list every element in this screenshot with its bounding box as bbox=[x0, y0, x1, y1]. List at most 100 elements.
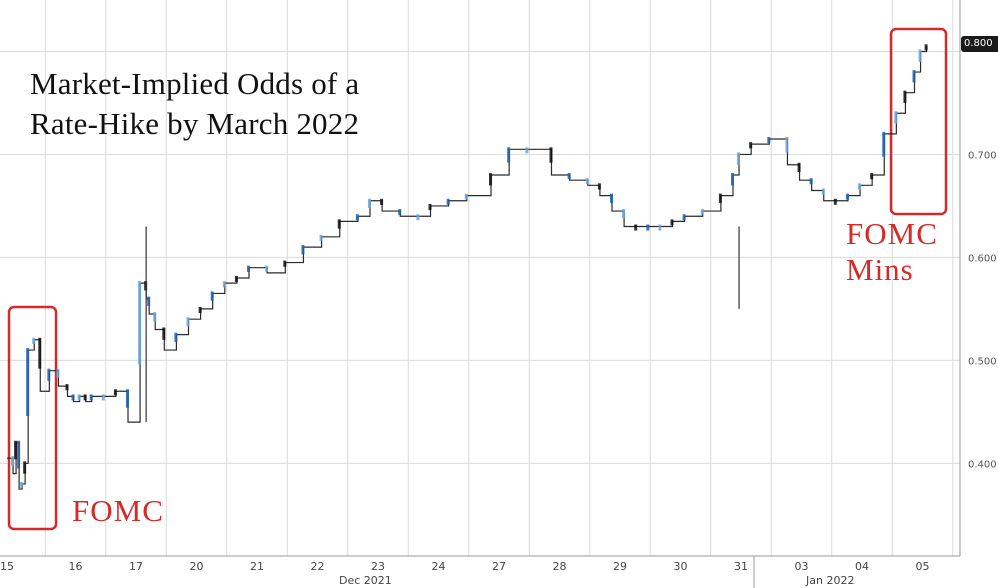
series-point bbox=[11, 456, 15, 466]
series-point bbox=[737, 152, 741, 165]
chart-title: Market-Implied Odds of a Rate-Hike by Ma… bbox=[30, 64, 450, 144]
series-point bbox=[265, 265, 269, 272]
series-point bbox=[222, 281, 226, 288]
series-point bbox=[83, 394, 87, 401]
x-tick-label: 05 bbox=[916, 560, 930, 573]
series-point bbox=[38, 337, 42, 369]
series-point bbox=[26, 348, 30, 417]
annotation-box bbox=[7, 305, 58, 531]
annotation-fomc-mins-line-2: Mins bbox=[846, 252, 914, 287]
series-point bbox=[174, 332, 178, 342]
series-point bbox=[446, 198, 450, 205]
series-point bbox=[821, 188, 825, 195]
series-line bbox=[7, 46, 928, 490]
series-point bbox=[301, 245, 305, 255]
series-point bbox=[622, 209, 626, 219]
y-tick-label: 0.600 bbox=[968, 253, 997, 264]
series-point bbox=[65, 384, 69, 391]
chart-title-line-2: Rate-Hike by March 2022 bbox=[30, 106, 360, 141]
series-point bbox=[833, 198, 837, 205]
series-point bbox=[903, 90, 907, 104]
series-point bbox=[380, 198, 384, 205]
x-tick-label: 29 bbox=[613, 560, 627, 573]
series-point bbox=[718, 193, 722, 203]
last-value-badge: 0.800 bbox=[961, 36, 998, 52]
series-point bbox=[809, 178, 813, 185]
series-point bbox=[464, 193, 468, 200]
series-point bbox=[634, 224, 638, 231]
series-point bbox=[700, 209, 704, 216]
annotation-boxes bbox=[7, 27, 948, 531]
annotation-fomc-mins-line-1: FOMC bbox=[846, 216, 938, 251]
x-tick-label: 28 bbox=[553, 560, 567, 573]
annotation-fomc-label: FOMC bbox=[72, 493, 164, 528]
series-point bbox=[162, 327, 166, 340]
x-tick-label: 22 bbox=[311, 560, 325, 573]
x-tick-label: 17 bbox=[129, 560, 143, 573]
series-point bbox=[319, 234, 323, 241]
series-point bbox=[912, 70, 916, 83]
series-point bbox=[234, 276, 238, 282]
series-point bbox=[89, 394, 93, 401]
series-point bbox=[785, 137, 789, 153]
series-point bbox=[337, 219, 341, 229]
series-point bbox=[489, 173, 492, 186]
x-tick-label: 15 bbox=[0, 560, 14, 573]
series-point bbox=[47, 368, 51, 382]
series-point bbox=[549, 147, 553, 163]
series-point bbox=[567, 173, 571, 180]
series-point bbox=[658, 224, 662, 231]
x-tick-label: 03 bbox=[795, 560, 809, 573]
series-point bbox=[882, 131, 886, 157]
series-point bbox=[585, 178, 589, 185]
series-point bbox=[398, 209, 402, 216]
x-group-label: Dec 2021 bbox=[339, 574, 392, 587]
x-tick-label: 31 bbox=[734, 560, 748, 573]
x-tick-label: 30 bbox=[674, 560, 688, 573]
series-point bbox=[682, 214, 686, 221]
x-tick-label: 24 bbox=[432, 560, 446, 573]
series-point bbox=[731, 173, 734, 186]
series-point bbox=[77, 394, 81, 401]
series-point bbox=[646, 224, 650, 231]
series-point bbox=[918, 49, 922, 62]
x-tick-label: 16 bbox=[69, 560, 83, 573]
series-point bbox=[147, 296, 151, 306]
series-point bbox=[894, 111, 898, 124]
series-point bbox=[610, 193, 613, 203]
series-point bbox=[749, 142, 753, 149]
series-point bbox=[368, 198, 371, 209]
x-tick-label: 21 bbox=[250, 560, 264, 573]
series-point bbox=[138, 281, 142, 365]
y-tick-label: 0.700 bbox=[968, 150, 997, 161]
x-tick-label: 27 bbox=[492, 560, 506, 573]
series-point bbox=[247, 265, 250, 272]
series-point bbox=[845, 193, 849, 200]
x-group-label: Jan 2022 bbox=[805, 574, 854, 587]
x-tick-label: 23 bbox=[371, 560, 385, 573]
y-tick-label: 0.400 bbox=[968, 459, 997, 470]
x-tick-label: 20 bbox=[190, 560, 204, 573]
series-point bbox=[198, 306, 202, 314]
series-point bbox=[597, 183, 601, 190]
series-point bbox=[525, 147, 529, 154]
series-point bbox=[416, 214, 420, 221]
series-point bbox=[355, 214, 359, 221]
series-point bbox=[767, 137, 771, 143]
series-layer bbox=[7, 44, 928, 490]
series-point bbox=[870, 173, 874, 180]
series-point bbox=[858, 183, 862, 190]
series-point bbox=[113, 389, 117, 396]
x-tick-label: 04 bbox=[855, 560, 869, 573]
series-point bbox=[797, 162, 801, 173]
series-point bbox=[14, 440, 18, 460]
series-point bbox=[20, 481, 24, 488]
series-point bbox=[283, 260, 287, 267]
y-tick-label: 0.500 bbox=[968, 356, 997, 367]
series-point bbox=[153, 312, 157, 322]
chart-title-line-1: Market-Implied Odds of a bbox=[30, 66, 360, 101]
annotation-fomc-mins: FOMC Mins bbox=[846, 216, 938, 288]
